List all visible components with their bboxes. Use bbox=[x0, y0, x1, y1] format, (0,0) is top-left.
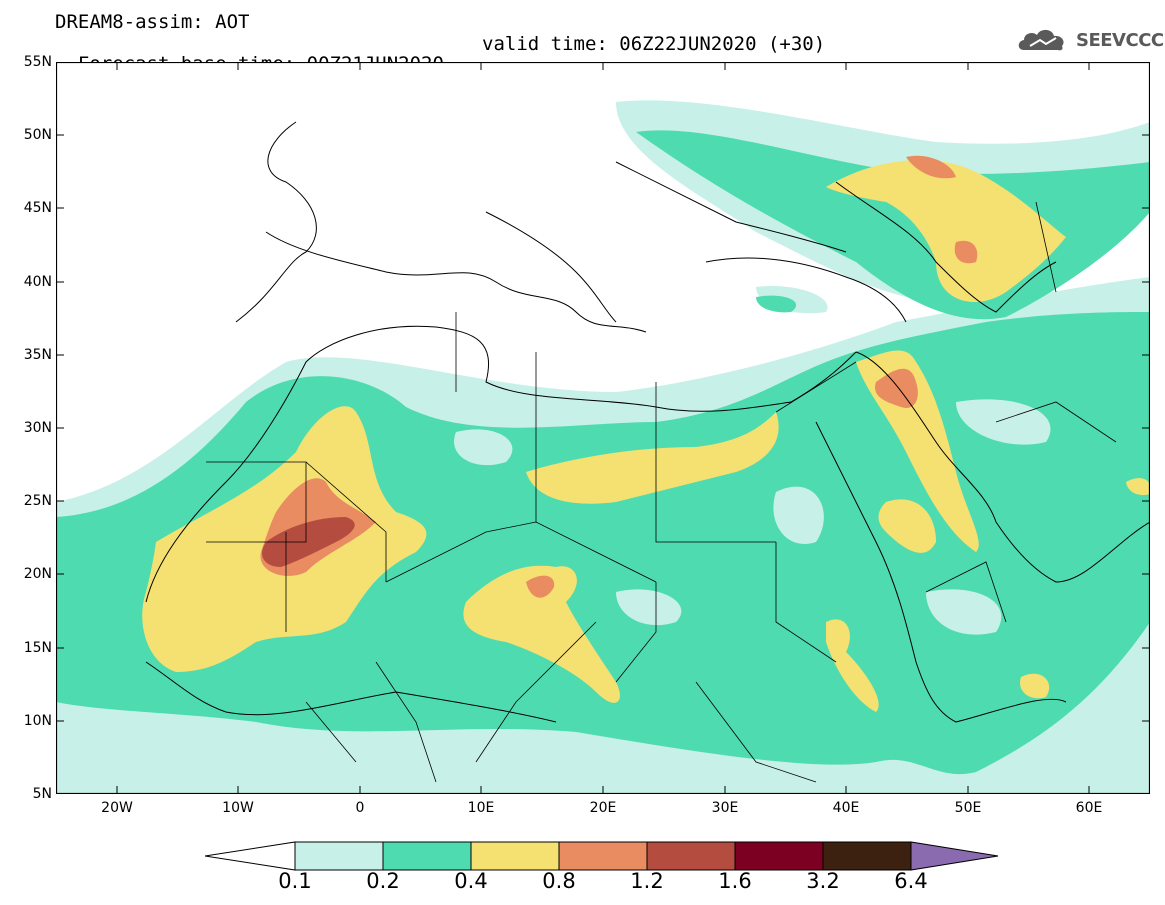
lon-label: 30E bbox=[711, 800, 739, 816]
cloud-logo-icon bbox=[1018, 29, 1064, 51]
logo-text: SEEVCCC bbox=[1076, 30, 1164, 51]
colorbar-swatch bbox=[382, 841, 472, 871]
colorbar-label: 3.2 bbox=[806, 869, 840, 893]
lat-label: 40N bbox=[23, 274, 52, 290]
colorbar-label: 0.1 bbox=[278, 869, 312, 893]
lat-label: 25N bbox=[23, 493, 52, 509]
colorbar-swatch bbox=[822, 841, 912, 871]
map-title: DREAM8-assim: AOT bbox=[55, 11, 250, 33]
lon-label: 60E bbox=[1075, 800, 1103, 816]
lon-label: 20E bbox=[589, 800, 617, 816]
colorbar-label: 0.4 bbox=[454, 869, 488, 893]
lat-label: 45N bbox=[23, 200, 52, 216]
colorbar-swatch bbox=[734, 841, 824, 871]
lat-label: 10N bbox=[23, 713, 52, 729]
aot-band-1-2 bbox=[261, 517, 355, 567]
lon-label: 10E bbox=[467, 800, 495, 816]
lon-label: 40E bbox=[832, 800, 860, 816]
lat-label: 20N bbox=[23, 566, 52, 582]
colorbar-swatch bbox=[558, 841, 648, 871]
lat-label: 15N bbox=[23, 640, 52, 656]
colorbar-label: 1.6 bbox=[718, 869, 752, 893]
aot-map bbox=[56, 62, 1150, 794]
country-borders bbox=[206, 201, 1117, 783]
colorbar-label: 0.8 bbox=[542, 869, 576, 893]
colorbar-swatch bbox=[294, 841, 384, 871]
colorbar-label: 0.2 bbox=[366, 869, 400, 893]
lon-label: 20W bbox=[101, 800, 133, 816]
colorbar-swatch bbox=[646, 841, 736, 871]
colorbar-over-arrow bbox=[910, 841, 999, 871]
colorbar-label: 6.4 bbox=[894, 869, 928, 893]
seevccc-logo: SEEVCCC bbox=[1016, 24, 1164, 54]
colorbar-swatch bbox=[470, 841, 560, 871]
coastlines bbox=[145, 121, 1150, 723]
lon-label: 0 bbox=[355, 800, 365, 816]
lat-label: 5N bbox=[32, 786, 52, 802]
valid-time-text: valid time: 06Z22JUN2020 (+30) bbox=[482, 33, 826, 55]
colorbar bbox=[205, 841, 999, 871]
map-ticks bbox=[56, 62, 1150, 794]
lat-label: 55N bbox=[23, 54, 52, 70]
lon-label: 10W bbox=[222, 800, 254, 816]
lat-label: 30N bbox=[23, 420, 52, 436]
lat-label: 35N bbox=[23, 347, 52, 363]
colorbar-label: 1.2 bbox=[630, 869, 664, 893]
map-frame bbox=[56, 62, 1150, 794]
lon-label: 50E bbox=[954, 800, 982, 816]
colorbar-under-arrow bbox=[205, 841, 296, 871]
aot-pale-patches bbox=[454, 399, 1051, 635]
lat-label: 50N bbox=[23, 127, 52, 143]
